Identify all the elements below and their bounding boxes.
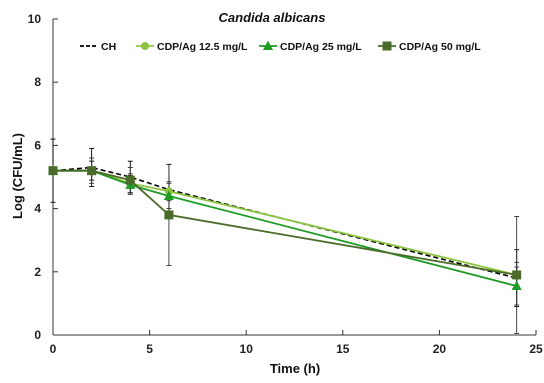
series-line-cdp-ag-50-mg-l xyxy=(53,169,517,276)
y-tick-label: 2 xyxy=(34,265,41,279)
legend: CH CDP/Ag 12.5 mg/L CDP/Ag 25 mg/L CDP/Ag 5… xyxy=(80,40,481,53)
series-line-cdp-ag-12-5-mg-l xyxy=(53,169,517,276)
data-point-square xyxy=(48,166,58,176)
data-point-square xyxy=(87,166,97,176)
chart-title: Candida albicans xyxy=(219,10,326,25)
data-point-square xyxy=(164,210,174,220)
axes: 0 2 4 6 8 10 0 5 10 15 20 25 xyxy=(28,12,543,356)
legend-item: CDP/Ag 12.5 mg/L xyxy=(136,41,248,53)
legend-label: CH xyxy=(101,41,116,53)
series-line-ch xyxy=(52,166,517,279)
x-tick-label: 15 xyxy=(336,342,350,356)
legend-item: CDP/Ag 50 mg/L xyxy=(378,41,481,53)
series-line-cdp-ag-25-mg-l xyxy=(53,169,517,287)
legend-item: CDP/Ag 25 mg/L xyxy=(259,40,362,53)
y-tick-label: 8 xyxy=(34,75,41,89)
series-lines xyxy=(52,166,517,287)
data-point-square xyxy=(125,175,135,185)
y-tick-label: 0 xyxy=(34,328,41,342)
data-point-triangle xyxy=(511,280,522,291)
x-tick-label: 20 xyxy=(433,342,447,356)
x-tick-label: 5 xyxy=(146,342,153,356)
series-markers xyxy=(48,165,522,291)
data-point-circle xyxy=(141,42,149,50)
data-point-square xyxy=(382,41,392,51)
x-tick-label: 0 xyxy=(50,342,57,356)
legend-label: CDP/Ag 50 mg/L xyxy=(399,41,481,53)
x-axis-title: Time (h) xyxy=(270,361,320,376)
y-axis-title: Log (CFU/mL) xyxy=(10,133,25,219)
legend-label: CDP/Ag 25 mg/L xyxy=(280,41,362,53)
legend-item: CH xyxy=(80,41,116,53)
data-point-square xyxy=(512,270,522,280)
error-bars xyxy=(50,138,520,334)
data-point-triangle xyxy=(263,40,273,50)
y-tick-label: 4 xyxy=(34,202,41,216)
data-point-triangle xyxy=(163,190,174,200)
y-tick-label: 10 xyxy=(28,12,42,26)
legend-label: CDP/Ag 12.5 mg/L xyxy=(157,41,248,53)
y-tick-label: 6 xyxy=(34,138,41,152)
x-tick-label: 10 xyxy=(240,342,254,356)
x-tick-label: 25 xyxy=(529,342,543,356)
